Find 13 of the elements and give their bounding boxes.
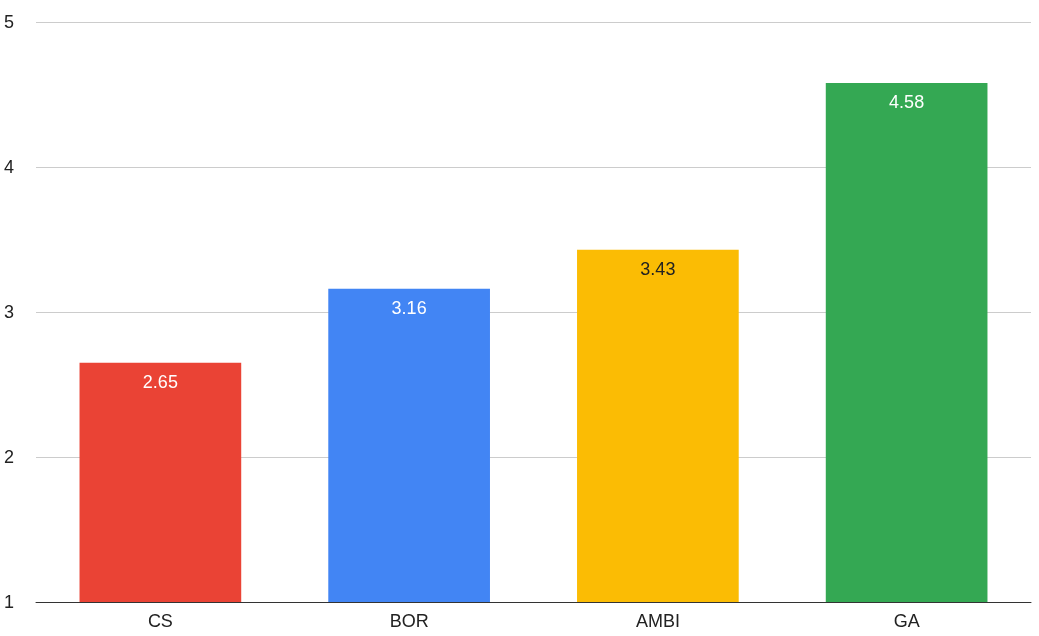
- data-label: 4.58: [889, 91, 925, 112]
- x-tick-label: GA: [893, 611, 920, 631]
- y-tick-label: 2: [3, 447, 14, 467]
- x-tick-label: CS: [147, 611, 173, 631]
- y-tick-label: 1: [3, 592, 14, 612]
- data-label: 2.65: [142, 371, 178, 392]
- y-tick-label: 5: [3, 12, 14, 32]
- x-tick-label: AMBI: [635, 611, 680, 631]
- x-tick-label: BOR: [389, 611, 429, 631]
- y-tick-label: 4: [3, 157, 14, 177]
- data-label: 3.43: [640, 258, 676, 279]
- data-label: 3.16: [391, 297, 427, 318]
- y-tick-label: 3: [3, 302, 14, 322]
